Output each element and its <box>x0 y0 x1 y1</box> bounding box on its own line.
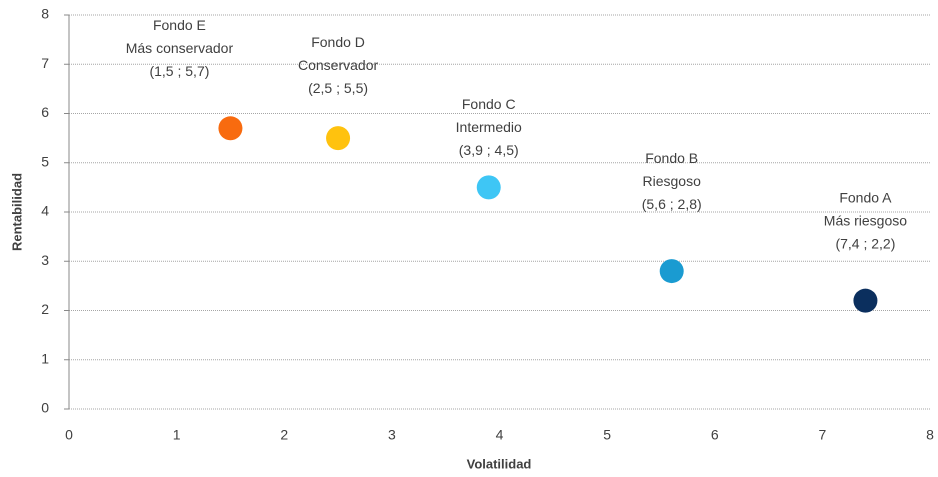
point-description: Más riesgoso <box>824 212 907 228</box>
point-name: Fondo E <box>153 17 206 33</box>
data-label: (5,6 ; 2,8) <box>642 196 702 212</box>
data-label: (7,4 ; 2,2) <box>835 235 895 251</box>
x-tick-label: 5 <box>603 427 611 443</box>
y-tick-label: 8 <box>41 6 49 22</box>
point <box>476 175 501 200</box>
x-tick-label: 7 <box>818 427 826 443</box>
x-tick-label: 8 <box>926 427 934 443</box>
point-description: Intermedio <box>456 119 522 135</box>
y-tick-label: 3 <box>41 252 49 268</box>
data-label: (1,5 ; 5,7) <box>149 63 209 79</box>
y-tick-label: 0 <box>41 400 49 416</box>
point-name: Fondo D <box>311 34 365 50</box>
point-name: Fondo B <box>645 150 698 166</box>
x-tick-label: 1 <box>173 427 181 443</box>
point-name: Fondo A <box>839 189 892 205</box>
point <box>853 288 878 313</box>
y-axis-title: Rentabilidad <box>9 173 24 251</box>
y-tick-label: 1 <box>41 350 49 366</box>
x-axis-title: Volatilidad <box>467 456 532 471</box>
x-tick-label: 6 <box>711 427 719 443</box>
point <box>218 116 243 141</box>
y-tick-label: 2 <box>41 301 49 317</box>
x-tick-label: 2 <box>280 427 288 443</box>
y-tick-label: 6 <box>41 104 49 120</box>
data-label: (3,9 ; 4,5) <box>459 142 519 158</box>
point-description: Riesgoso <box>643 173 702 189</box>
x-tick-label: 0 <box>65 427 73 443</box>
point <box>659 259 684 284</box>
point <box>326 126 351 151</box>
point-name: Fondo C <box>462 96 516 112</box>
x-tick-label: 4 <box>496 427 504 443</box>
x-tick-label: 3 <box>388 427 396 443</box>
y-tick-label: 5 <box>41 153 49 169</box>
y-tick-label: 4 <box>41 203 49 219</box>
point-description: Conservador <box>298 57 378 73</box>
data-label: (2,5 ; 5,5) <box>308 80 368 96</box>
point-description: Más conservador <box>126 40 234 56</box>
y-tick-label: 7 <box>41 55 49 71</box>
